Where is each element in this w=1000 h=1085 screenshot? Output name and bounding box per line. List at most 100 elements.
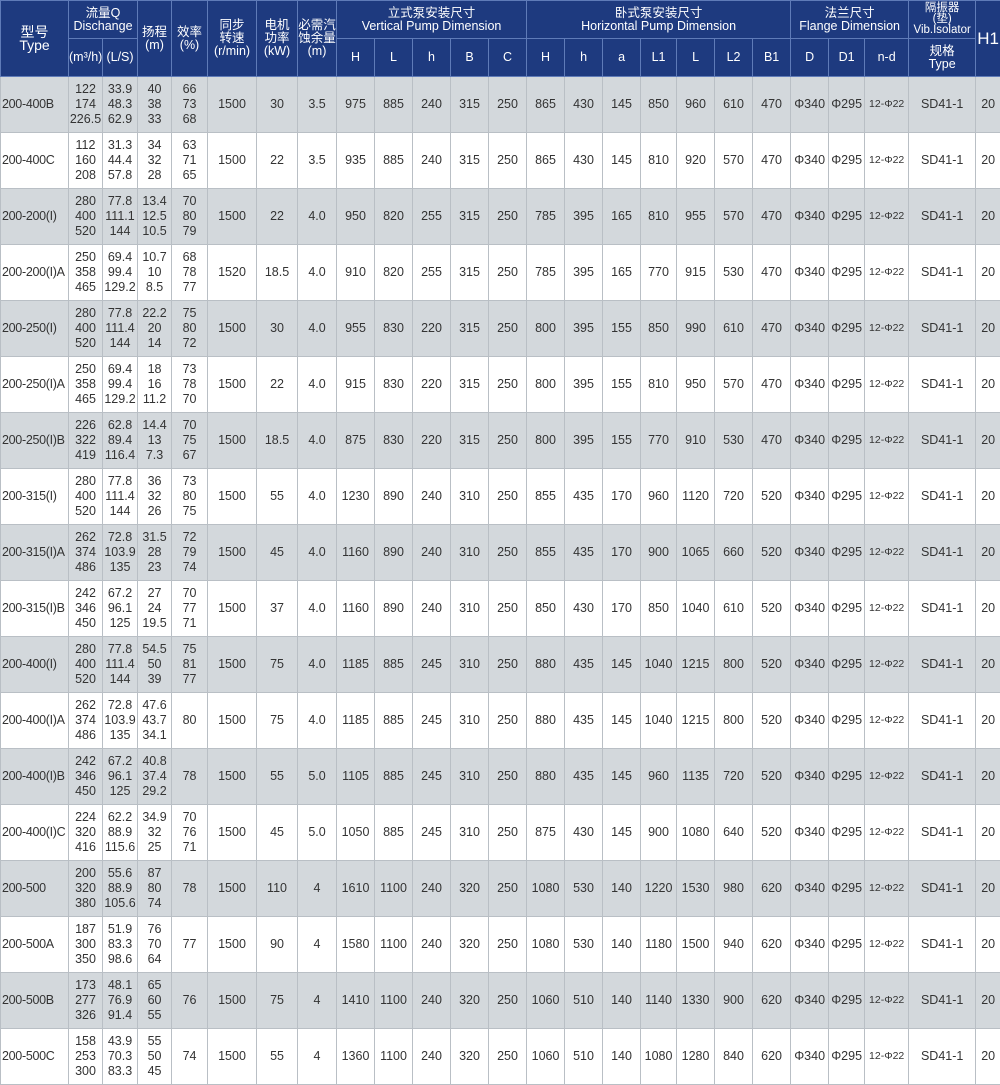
cell-flange-d: Φ340: [791, 693, 829, 749]
cell-isolator-type: SD41-1: [909, 637, 976, 693]
cell-vertical-small-h: 245: [413, 805, 451, 861]
cell-horizontal-l1: 1220: [641, 861, 677, 917]
cell-flow-m3h: 173 277 326: [69, 973, 103, 1029]
cell-flange-d: Φ340: [791, 917, 829, 973]
cell-model-type: 200-315(I): [1, 469, 69, 525]
cell-npsh: 4: [298, 917, 337, 973]
cell-efficiency: 63 71 65: [172, 133, 208, 189]
cell-model-type: 200-250(I)A: [1, 357, 69, 413]
cell-horizontal-a: 140: [603, 917, 641, 973]
cell-flange-d: Φ340: [791, 637, 829, 693]
cell-power: 22: [257, 357, 298, 413]
cell-vertical-small-h: 245: [413, 749, 451, 805]
cell-flange-d1: Φ295: [829, 917, 865, 973]
cell-flange-d: Φ340: [791, 861, 829, 917]
cell-head: 76 70 64: [138, 917, 172, 973]
cell-flange-d: Φ340: [791, 301, 829, 357]
cell-flange-d: Φ340: [791, 973, 829, 1029]
cell-head: 14.4 13 7.3: [138, 413, 172, 469]
cell-efficiency: 70 80 79: [172, 189, 208, 245]
cell-flange-n-d: 12-Φ22: [865, 245, 909, 301]
cell-horizontal-l: 950: [677, 357, 715, 413]
cell-isolator-type: SD41-1: [909, 77, 976, 133]
cell-horizontal-l: 955: [677, 189, 715, 245]
cell-speed: 1500: [208, 357, 257, 413]
cell-horizontal-b1: 470: [753, 357, 791, 413]
cell-vertical-small-h: 240: [413, 973, 451, 1029]
cell-head: 13.4 12.5 10.5: [138, 189, 172, 245]
cell-horizontal-a: 140: [603, 861, 641, 917]
cell-efficiency: 75 80 72: [172, 301, 208, 357]
cell-vertical-c: 250: [489, 357, 527, 413]
cell-power: 18.5: [257, 413, 298, 469]
cell-model-type: 200-200(I): [1, 189, 69, 245]
cell-horizontal-b1: 520: [753, 581, 791, 637]
header-vertical-dimension: 立式泵安装尺寸 Vertical Pump Dimension: [337, 1, 527, 39]
cell-speed: 1500: [208, 973, 257, 1029]
cell-flow-ls: 51.9 83.3 98.6: [103, 917, 138, 973]
cell-flow-ls: 33.9 48.3 62.9: [103, 77, 138, 133]
cell-vertical-b: 315: [451, 413, 489, 469]
cell-power: 55: [257, 469, 298, 525]
cell-horizontal-l1: 850: [641, 301, 677, 357]
cell-horizontal-a: 170: [603, 469, 641, 525]
cell-horizontal-l2: 720: [715, 749, 753, 805]
cell-flange-n-d: 12-Φ22: [865, 77, 909, 133]
cell-npsh: 5.0: [298, 805, 337, 861]
cell-model-type: 200-250(I)B: [1, 413, 69, 469]
cell-model-type: 200-500: [1, 861, 69, 917]
cell-horizontal-b1: 520: [753, 749, 791, 805]
cell-efficiency: 75 81 77: [172, 637, 208, 693]
cell-isolator-type: SD41-1: [909, 525, 976, 581]
cell-head: 31.5 28 23: [138, 525, 172, 581]
cell-vertical-h: 955: [337, 301, 375, 357]
cell-speed: 1520: [208, 245, 257, 301]
cell-horizontal-b1: 470: [753, 413, 791, 469]
cell-vertical-small-h: 255: [413, 189, 451, 245]
cell-flow-ls: 72.8 103.9 135: [103, 693, 138, 749]
cell-horizontal-h: 1080: [527, 917, 565, 973]
cell-efficiency: 72 79 74: [172, 525, 208, 581]
cell-flange-d: Φ340: [791, 413, 829, 469]
cell-flow-ls: 77.8 111.4 144: [103, 637, 138, 693]
cell-head: 87 80 74: [138, 861, 172, 917]
cell-horizontal-h: 800: [527, 357, 565, 413]
cell-h1: 20: [976, 301, 1000, 357]
cell-horizontal-a: 145: [603, 693, 641, 749]
cell-vertical-b: 320: [451, 973, 489, 1029]
header-vertical-col: h: [413, 39, 451, 77]
cell-vertical-l: 1100: [375, 917, 413, 973]
cell-horizontal-l1: 1080: [641, 1029, 677, 1085]
cell-flange-d1: Φ295: [829, 189, 865, 245]
cell-flange-d1: Φ295: [829, 413, 865, 469]
cell-isolator-type: SD41-1: [909, 973, 976, 1029]
cell-flange-d: Φ340: [791, 805, 829, 861]
cell-horizontal-l1: 900: [641, 525, 677, 581]
cell-efficiency: 76: [172, 973, 208, 1029]
cell-horizontal-h: 785: [527, 189, 565, 245]
cell-speed: 1500: [208, 301, 257, 357]
cell-npsh: 4.0: [298, 357, 337, 413]
cell-flow-ls: 62.8 89.4 116.4: [103, 413, 138, 469]
cell-vertical-l: 890: [375, 581, 413, 637]
cell-vertical-h: 910: [337, 245, 375, 301]
cell-flange-d1: Φ295: [829, 245, 865, 301]
cell-npsh: 4.0: [298, 301, 337, 357]
cell-flange-d1: Φ295: [829, 1029, 865, 1085]
cell-horizontal-a: 145: [603, 133, 641, 189]
cell-model-type: 200-250(I): [1, 301, 69, 357]
cell-flow-ls: 77.8 111.4 144: [103, 469, 138, 525]
cell-flange-d1: Φ295: [829, 693, 865, 749]
cell-flow-ls: 69.4 99.4 129.2: [103, 245, 138, 301]
cell-vertical-small-h: 240: [413, 525, 451, 581]
cell-vertical-h: 1360: [337, 1029, 375, 1085]
cell-vertical-c: 250: [489, 637, 527, 693]
cell-speed: 1500: [208, 917, 257, 973]
cell-horizontal-h: 1060: [527, 973, 565, 1029]
cell-vertical-l: 885: [375, 805, 413, 861]
